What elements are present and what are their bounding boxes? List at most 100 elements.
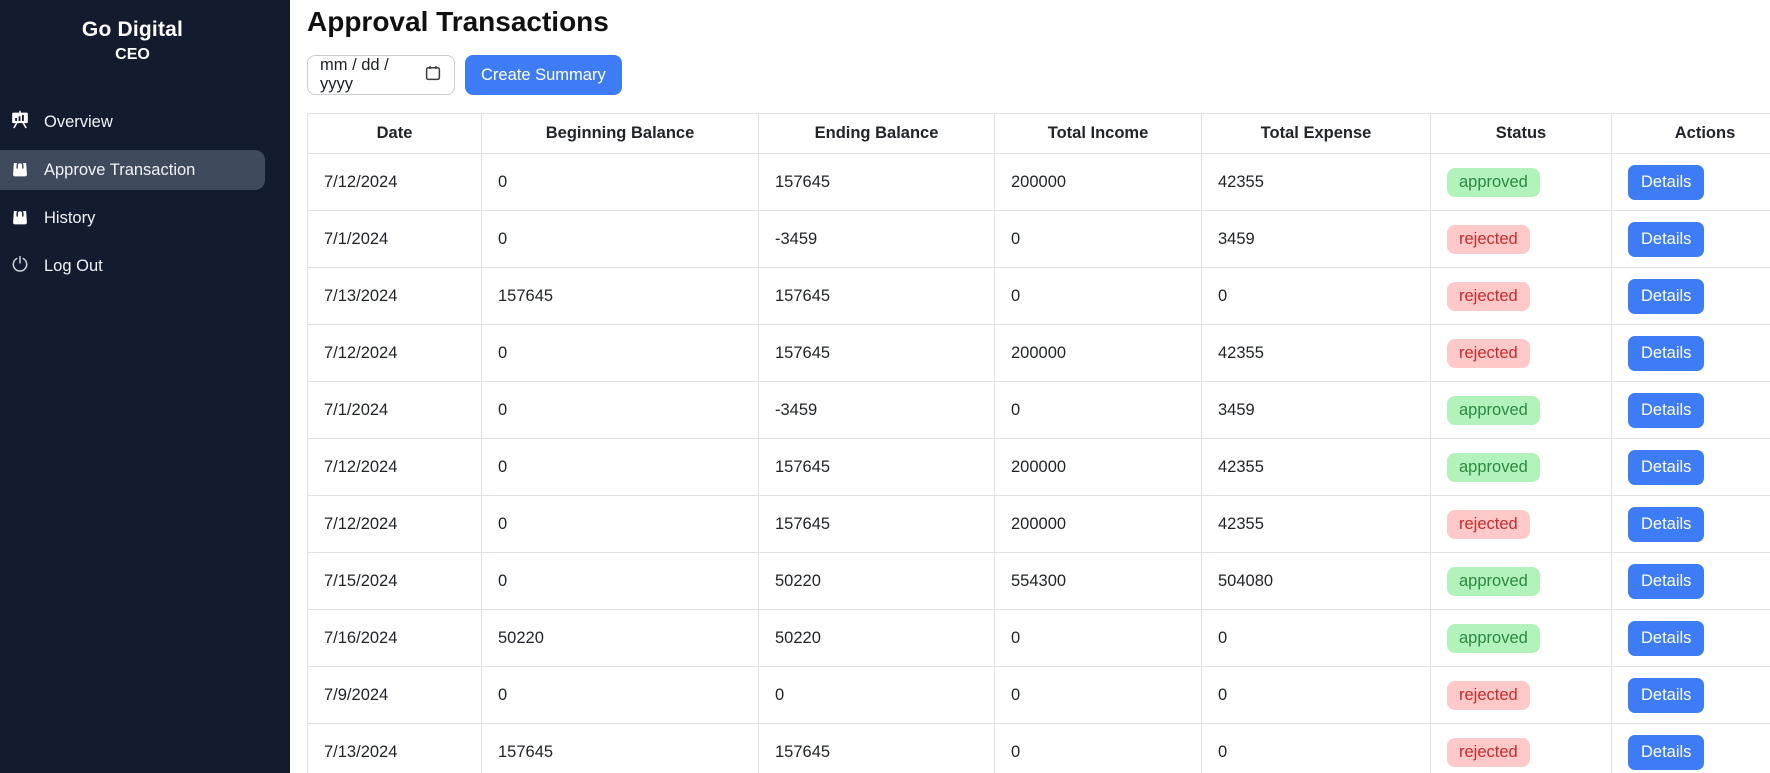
details-button[interactable]: Details — [1628, 164, 1705, 200]
cell-total-expense: 42355 — [1201, 324, 1431, 382]
brand: Go Digital CEO — [0, 18, 265, 64]
details-button[interactable]: Details — [1628, 734, 1705, 770]
cell-status: approved — [1430, 381, 1612, 439]
summary-date-input[interactable]: mm / dd / yyyy — [307, 55, 455, 95]
cell-total-expense: 0 — [1201, 723, 1431, 773]
sidebar-item-history[interactable]: History — [0, 198, 265, 238]
cell-date: 7/15/2024 — [307, 552, 482, 610]
cell-date: 7/12/2024 — [307, 153, 482, 211]
col-header-date: Date — [307, 113, 482, 154]
table-row: 7/12/2024 0 157645 200000 42355 rejected Detai… — [307, 495, 1770, 553]
details-button[interactable]: Details — [1628, 563, 1705, 599]
status-badge: rejected — [1447, 338, 1530, 368]
cell-total-expense: 42355 — [1201, 495, 1431, 553]
details-button[interactable]: Details — [1628, 221, 1705, 257]
cell-date: 7/12/2024 — [307, 324, 482, 382]
col-header-total-expense: Total Expense — [1201, 113, 1431, 154]
status-badge: approved — [1447, 395, 1540, 425]
details-button[interactable]: Details — [1628, 620, 1705, 656]
sidebar-item-overview[interactable]: Overview — [0, 102, 265, 142]
cell-beginning-balance: 50220 — [481, 609, 759, 667]
status-badge: approved — [1447, 566, 1540, 596]
cell-total-income: 0 — [994, 666, 1202, 724]
table-row: 7/16/2024 50220 50220 0 0 approved Details — [307, 609, 1770, 667]
cell-total-expense: 0 — [1201, 666, 1431, 724]
cell-date: 7/12/2024 — [307, 438, 482, 496]
presentation-chart-icon — [10, 110, 30, 135]
cell-beginning-balance: 0 — [481, 495, 759, 553]
cell-status: approved — [1430, 552, 1612, 610]
cell-date: 7/12/2024 — [307, 495, 482, 553]
cell-date: 7/13/2024 — [307, 723, 482, 773]
cell-beginning-balance: 0 — [481, 153, 759, 211]
cell-ending-balance: 0 — [758, 666, 995, 724]
cell-ending-balance: 50220 — [758, 552, 995, 610]
col-header-status: Status — [1430, 113, 1612, 154]
cell-actions: Details — [1611, 153, 1770, 211]
table-row: 7/13/2024 157645 157645 0 0 rejected Details — [307, 723, 1770, 773]
cell-beginning-balance: 0 — [481, 381, 759, 439]
status-badge: rejected — [1447, 224, 1530, 254]
create-summary-button[interactable]: Create Summary — [465, 55, 622, 95]
table-row: 7/1/2024 0 -3459 0 3459 rejected Details — [307, 210, 1770, 268]
status-badge: approved — [1447, 623, 1540, 653]
status-badge: approved — [1447, 452, 1540, 482]
cell-status: rejected — [1430, 210, 1612, 268]
sidebar-item-label: Overview — [44, 112, 113, 131]
sidebar-item-approve-transaction[interactable]: Approve Transaction — [0, 150, 265, 190]
cell-total-income: 0 — [994, 723, 1202, 773]
table-row: 7/13/2024 157645 157645 0 0 rejected Details — [307, 267, 1770, 325]
cell-total-expense: 3459 — [1201, 381, 1431, 439]
table-row: 7/12/2024 0 157645 200000 42355 approved Detai… — [307, 438, 1770, 496]
cell-ending-balance: 157645 — [758, 438, 995, 496]
cell-actions: Details — [1611, 381, 1770, 439]
details-button[interactable]: Details — [1628, 506, 1705, 542]
sidebar-nav: Overview Approve Transaction History — [0, 102, 290, 294]
cell-total-income: 0 — [994, 609, 1202, 667]
cell-date: 7/1/2024 — [307, 381, 482, 439]
cell-total-expense: 3459 — [1201, 210, 1431, 268]
table-row: 7/12/2024 0 157645 200000 42355 approved Detai… — [307, 153, 1770, 211]
cell-beginning-balance: 157645 — [481, 267, 759, 325]
details-button[interactable]: Details — [1628, 677, 1705, 713]
cell-ending-balance: -3459 — [758, 210, 995, 268]
cell-actions: Details — [1611, 495, 1770, 553]
cell-status: rejected — [1430, 495, 1612, 553]
cell-ending-balance: 157645 — [758, 495, 995, 553]
cell-status: rejected — [1430, 267, 1612, 325]
transactions-table-wrap: Date Beginning Balance Ending Balance To… — [307, 113, 1770, 773]
cell-status: approved — [1430, 609, 1612, 667]
cell-beginning-balance: 0 — [481, 666, 759, 724]
cell-date: 7/13/2024 — [307, 267, 482, 325]
details-button[interactable]: Details — [1628, 278, 1705, 314]
cell-actions: Details — [1611, 324, 1770, 382]
sidebar-item-logout[interactable]: Log Out — [0, 246, 265, 286]
cell-actions: Details — [1611, 666, 1770, 724]
col-header-actions: Actions — [1611, 113, 1770, 154]
table-row: 7/9/2024 0 0 0 0 rejected Details — [307, 666, 1770, 724]
cell-status: rejected — [1430, 666, 1612, 724]
col-header-total-income: Total Income — [994, 113, 1202, 154]
sidebar-item-label: History — [44, 208, 96, 227]
cell-status: rejected — [1430, 324, 1612, 382]
details-button[interactable]: Details — [1628, 392, 1705, 428]
calendar-icon — [424, 64, 442, 87]
col-header-ending-balance: Ending Balance — [758, 113, 995, 154]
cell-ending-balance: 157645 — [758, 153, 995, 211]
details-button[interactable]: Details — [1628, 335, 1705, 371]
details-button[interactable]: Details — [1628, 449, 1705, 485]
cell-ending-balance: 50220 — [758, 609, 995, 667]
table-row: 7/15/2024 0 50220 554300 504080 approved Detai… — [307, 552, 1770, 610]
cell-date: 7/16/2024 — [307, 609, 482, 667]
cell-total-expense: 504080 — [1201, 552, 1431, 610]
cell-actions: Details — [1611, 552, 1770, 610]
cell-date: 7/9/2024 — [307, 666, 482, 724]
cell-actions: Details — [1611, 723, 1770, 773]
brand-title: Go Digital — [81, 18, 184, 41]
cell-total-expense: 42355 — [1201, 438, 1431, 496]
col-header-beginning-balance: Beginning Balance — [481, 113, 759, 154]
cell-actions: Details — [1611, 267, 1770, 325]
date-placeholder: mm / dd / yyyy — [320, 56, 389, 93]
brand-role: CEO — [115, 46, 150, 63]
cell-status: approved — [1430, 438, 1612, 496]
